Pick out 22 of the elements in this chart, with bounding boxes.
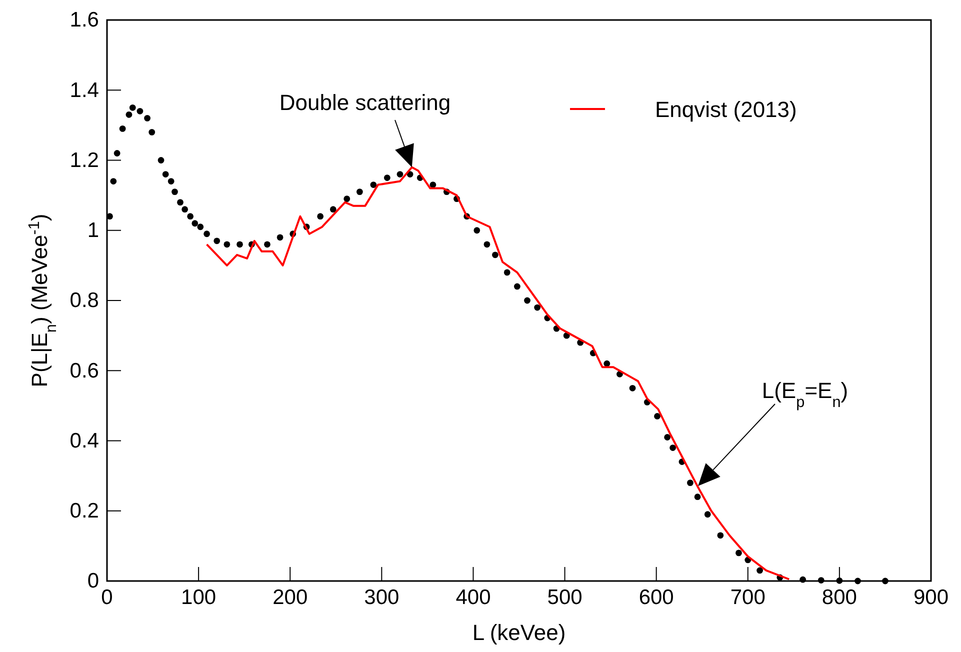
annotation: Double scattering (279, 90, 451, 115)
legend-label: Enqvist (2013) (655, 97, 797, 122)
x-axis-title: L (keVee) (472, 620, 566, 645)
annotation: L(E$_{p}$=E$_{n}$) (762, 378, 848, 410)
y-tick-label: 0.4 (70, 429, 100, 452)
y-tick-label: 1.4 (70, 78, 100, 102)
y-tick-label: 0.2 (70, 500, 99, 523)
x-tick-label: 100 (181, 586, 216, 609)
x-tick-label: 500 (547, 586, 582, 609)
y-tick-label: 0.8 (70, 289, 99, 312)
x-tick-label: 900 (913, 586, 949, 609)
y-tick-label: 1.6 (70, 8, 99, 32)
x-tick-label: 700 (730, 586, 766, 609)
y-tick-label: 0 (87, 570, 99, 593)
x-tick-label: 600 (638, 586, 674, 609)
x-tick-label: 200 (272, 586, 308, 609)
y-tick-label: 1.2 (70, 148, 99, 172)
x-tick-label: 800 (822, 586, 857, 609)
y-tick-label: 0.6 (70, 359, 99, 382)
x-tick-label: 300 (364, 586, 400, 609)
x-tick-label: 400 (456, 586, 491, 609)
y-tick-label: 1 (87, 219, 99, 242)
